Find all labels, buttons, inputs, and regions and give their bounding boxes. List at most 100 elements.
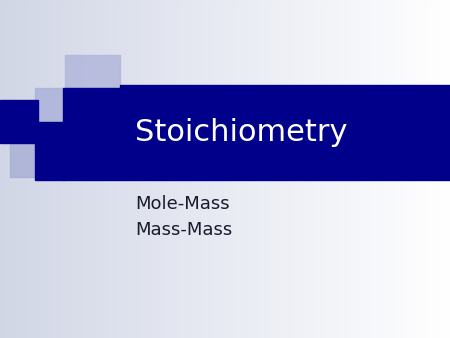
Bar	[101, 0, 108, 338]
Bar	[0, 7, 450, 13]
Bar	[0, 92, 450, 97]
Bar	[0, 24, 450, 30]
Bar	[0, 46, 450, 51]
Bar	[0, 324, 450, 330]
Bar	[287, 0, 293, 338]
Bar	[0, 333, 450, 338]
Bar	[371, 0, 378, 338]
Bar	[0, 126, 450, 131]
Bar	[0, 71, 450, 76]
Bar	[270, 0, 277, 338]
Bar	[0, 282, 450, 287]
Bar	[0, 63, 450, 68]
Bar	[0, 50, 450, 55]
Bar	[0, 252, 450, 258]
Bar	[0, 54, 450, 59]
Bar	[0, 105, 450, 110]
Bar	[220, 0, 226, 338]
Bar	[310, 0, 316, 338]
Bar	[0, 100, 450, 105]
Bar	[0, 185, 450, 190]
Bar	[410, 0, 417, 338]
Bar	[152, 0, 158, 338]
Bar	[0, 261, 450, 266]
Bar	[326, 0, 333, 338]
Bar	[0, 320, 450, 325]
Bar	[0, 181, 450, 186]
Bar	[0, 223, 450, 228]
Bar	[0, 278, 450, 283]
Bar	[5, 0, 12, 338]
Bar	[0, 168, 450, 173]
Bar	[281, 0, 288, 338]
Bar	[338, 0, 344, 338]
Bar	[62, 0, 68, 338]
Bar	[0, 155, 450, 161]
Bar	[0, 193, 450, 198]
Bar	[0, 295, 450, 300]
Bar	[0, 37, 450, 42]
Bar	[0, 210, 450, 216]
Bar	[0, 329, 450, 334]
Bar	[0, 67, 450, 72]
Bar	[180, 0, 187, 338]
Bar	[0, 316, 450, 321]
Bar	[242, 0, 248, 338]
Bar	[0, 12, 450, 17]
Bar	[34, 0, 40, 338]
Bar	[0, 20, 450, 25]
Bar	[360, 0, 367, 338]
Bar	[35, 122, 64, 180]
Bar	[0, 248, 450, 254]
Bar	[0, 299, 450, 304]
Bar	[0, 265, 450, 270]
Bar	[11, 0, 18, 338]
Bar	[0, 236, 450, 241]
Bar	[28, 0, 35, 338]
Bar	[0, 312, 450, 317]
Bar	[85, 0, 91, 338]
Bar	[95, 0, 102, 338]
Bar	[382, 0, 389, 338]
Bar	[0, 215, 450, 220]
Bar	[304, 0, 310, 338]
Bar	[0, 303, 450, 308]
Bar	[191, 0, 198, 338]
Bar	[140, 0, 147, 338]
Bar	[0, 0, 7, 338]
Bar	[0, 198, 450, 203]
Bar	[349, 0, 356, 338]
Bar	[0, 206, 450, 211]
Bar	[439, 0, 446, 338]
Bar	[0, 83, 450, 89]
Bar	[0, 134, 450, 140]
Bar	[320, 0, 327, 338]
Bar	[248, 0, 254, 338]
Bar	[56, 0, 63, 338]
Bar	[10, 122, 65, 177]
Bar	[35, 88, 90, 143]
Bar	[0, 291, 450, 296]
Bar	[428, 0, 434, 338]
Bar	[0, 139, 450, 144]
Bar	[0, 143, 450, 148]
Bar	[169, 0, 176, 338]
Bar	[202, 0, 209, 338]
Bar	[112, 0, 119, 338]
Bar	[0, 274, 450, 279]
Bar	[230, 0, 237, 338]
Bar	[73, 0, 80, 338]
Bar	[68, 0, 74, 338]
Bar	[405, 0, 412, 338]
Bar	[0, 113, 450, 118]
Bar	[225, 0, 232, 338]
Bar	[0, 176, 450, 182]
Bar	[17, 0, 23, 338]
Bar	[265, 0, 271, 338]
Bar	[298, 0, 305, 338]
Bar	[0, 244, 450, 249]
Bar	[120, 85, 450, 180]
Bar	[0, 58, 450, 64]
Bar	[0, 0, 450, 4]
Bar	[0, 269, 450, 274]
